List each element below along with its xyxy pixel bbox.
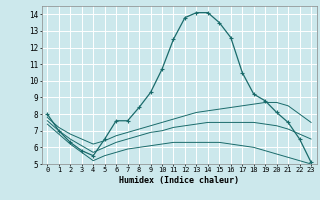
X-axis label: Humidex (Indice chaleur): Humidex (Indice chaleur) [119,176,239,185]
